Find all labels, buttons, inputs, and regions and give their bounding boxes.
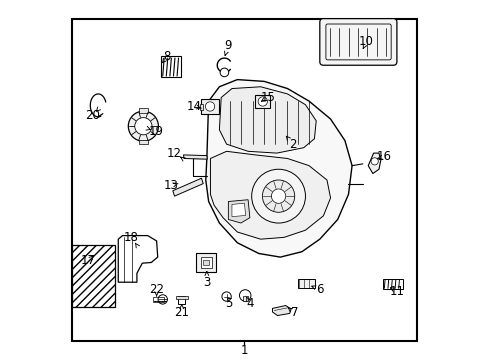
Bar (203, 260, 208, 265)
Circle shape (239, 290, 250, 301)
Bar (153, 297, 163, 302)
Bar (255, 95, 270, 108)
Bar (201, 99, 218, 114)
Circle shape (258, 97, 267, 106)
Polygon shape (183, 155, 207, 159)
Text: 2: 2 (288, 138, 296, 150)
Polygon shape (231, 203, 245, 217)
Text: 15: 15 (260, 91, 275, 104)
Text: 17: 17 (81, 254, 96, 267)
Polygon shape (219, 87, 316, 153)
Text: 22: 22 (149, 283, 164, 296)
Polygon shape (210, 151, 330, 239)
Text: 16: 16 (376, 150, 391, 163)
Bar (178, 296, 185, 304)
Bar (175, 296, 187, 299)
Text: 11: 11 (388, 285, 404, 298)
Text: 1: 1 (240, 344, 248, 357)
Circle shape (271, 189, 285, 203)
Circle shape (251, 169, 305, 223)
Text: 20: 20 (84, 109, 100, 122)
Bar (161, 56, 181, 77)
Text: 3: 3 (203, 276, 210, 289)
Circle shape (128, 111, 158, 141)
Text: 21: 21 (174, 306, 189, 319)
Text: 12: 12 (167, 147, 182, 159)
Polygon shape (172, 178, 203, 196)
Circle shape (262, 180, 294, 212)
Circle shape (222, 292, 231, 301)
Text: 13: 13 (163, 179, 178, 192)
Circle shape (158, 295, 167, 304)
Text: 9: 9 (224, 39, 232, 52)
Circle shape (370, 158, 378, 165)
Bar (199, 104, 202, 110)
Bar (383, 279, 402, 289)
Circle shape (220, 68, 228, 77)
Bar (196, 253, 216, 273)
Bar (139, 140, 147, 144)
Polygon shape (205, 80, 351, 257)
Bar (242, 296, 247, 301)
Text: 18: 18 (124, 231, 139, 244)
FancyBboxPatch shape (319, 19, 396, 65)
Bar (201, 257, 211, 268)
Polygon shape (367, 153, 380, 174)
Polygon shape (228, 200, 249, 223)
Text: 5: 5 (224, 297, 232, 310)
Circle shape (205, 102, 214, 111)
Bar (297, 279, 314, 288)
Text: 4: 4 (245, 297, 253, 310)
Text: 8: 8 (163, 50, 171, 63)
Text: 14: 14 (186, 100, 202, 113)
Polygon shape (272, 306, 290, 316)
Text: 7: 7 (290, 306, 298, 319)
Circle shape (135, 118, 152, 135)
Bar (72, 244, 115, 307)
Text: 19: 19 (149, 125, 164, 138)
Bar (139, 108, 147, 113)
Text: 6: 6 (315, 283, 323, 296)
Text: 10: 10 (358, 35, 373, 49)
